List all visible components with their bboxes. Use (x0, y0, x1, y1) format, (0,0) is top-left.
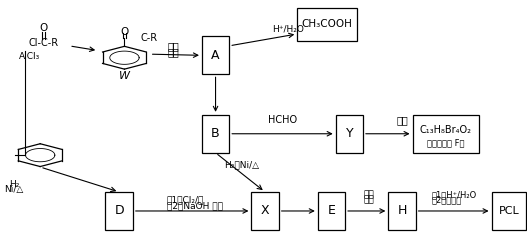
Text: H₂，Ni/△: H₂，Ni/△ (224, 160, 259, 169)
Text: E: E (327, 205, 335, 217)
Text: （2）NaOH 溶液: （2）NaOH 溶液 (166, 202, 223, 211)
Text: PCL: PCL (498, 206, 519, 216)
Bar (492, 192, 526, 230)
Text: D: D (115, 205, 124, 217)
Text: O: O (120, 27, 129, 37)
Text: 过氧: 过氧 (167, 41, 180, 51)
Text: C₁₃H₈Br₄O₂: C₁₃H₈Br₄O₂ (420, 125, 472, 135)
Bar (202, 115, 229, 153)
Text: HCHO: HCHO (268, 115, 297, 125)
Text: 化物: 化物 (364, 195, 375, 204)
Text: C-R: C-R (140, 33, 157, 43)
Text: AlCl₃: AlCl₃ (19, 52, 40, 61)
Bar (413, 115, 478, 153)
Text: CH₃COOH: CH₃COOH (302, 19, 353, 29)
Text: Ni/△: Ni/△ (4, 185, 23, 194)
Bar (106, 192, 133, 230)
Text: A: A (211, 49, 220, 62)
Text: W: W (119, 71, 130, 81)
Text: 化物: 化物 (167, 47, 180, 57)
Text: O: O (40, 23, 48, 33)
Text: （1）H⁺/H₂O: （1）H⁺/H₂O (431, 190, 477, 199)
Text: （2）浓硫酸: （2）浓硫酸 (431, 195, 461, 204)
Text: H₂: H₂ (8, 180, 19, 189)
Bar (202, 36, 229, 74)
Text: B: B (211, 127, 220, 140)
Bar (318, 192, 345, 230)
Text: 溴水: 溴水 (396, 115, 408, 125)
Text: H⁺/H₂O: H⁺/H₂O (272, 25, 304, 34)
Bar (251, 192, 279, 230)
Bar (297, 8, 357, 41)
Text: H: H (397, 205, 407, 217)
Text: （四溴双酚 F）: （四溴双酚 F） (427, 139, 465, 148)
Text: X: X (261, 205, 269, 217)
Text: 过氧: 过氧 (364, 190, 375, 199)
Bar (336, 115, 363, 153)
Text: Cl-C-R: Cl-C-R (29, 38, 59, 49)
Bar (388, 192, 416, 230)
Text: （1）Cl₂/光: （1）Cl₂/光 (166, 196, 204, 205)
Text: Y: Y (345, 127, 353, 140)
